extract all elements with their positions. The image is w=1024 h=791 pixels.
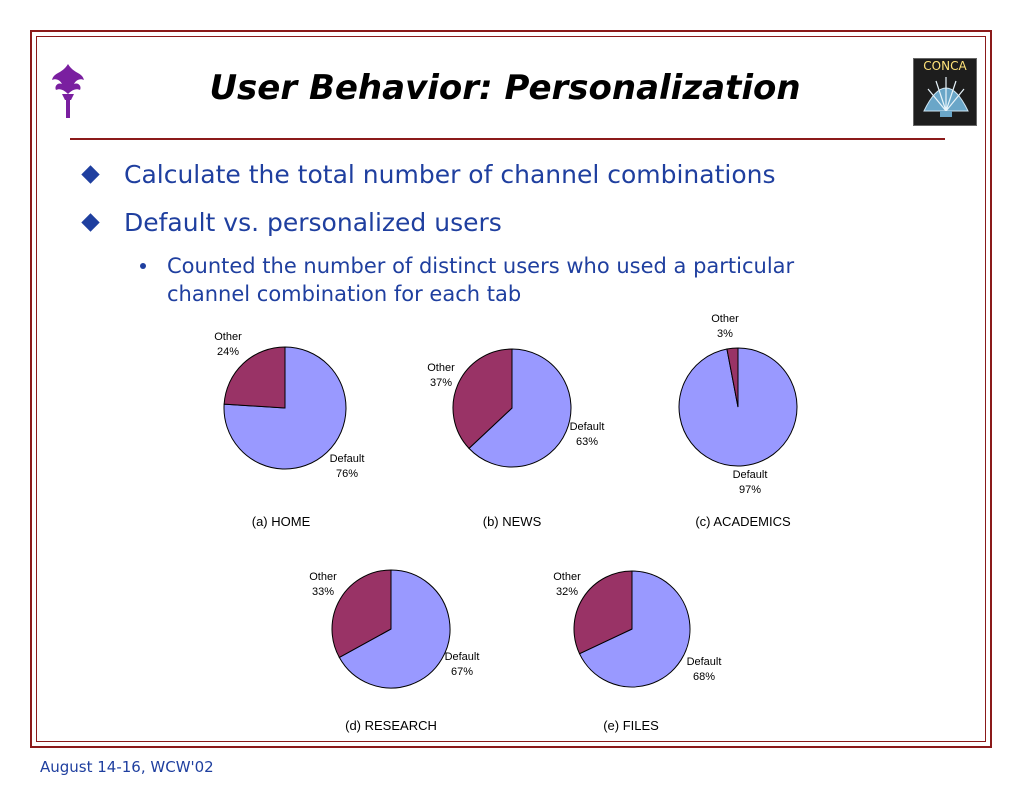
pie-slice-default: [578, 570, 691, 688]
pie-slice-other: [726, 347, 739, 408]
slide-title: User Behavior: Personalization: [209, 68, 801, 108]
pie-chart: Default 76% Other 24% (a) HOME: [214, 331, 364, 529]
slice-label: Other: [553, 571, 581, 583]
slice-percent: 97%: [739, 484, 761, 496]
slide-frame-outer: [30, 30, 992, 748]
slice-label: Default: [687, 656, 722, 668]
torch-logo-icon: [46, 60, 90, 120]
pie-slice-default: [468, 348, 572, 468]
pie-chart: Default 97% Other 3% (c) ACADEMICS: [678, 313, 798, 529]
chart-caption: (b) NEWS: [483, 514, 542, 529]
slice-percent: 24%: [217, 346, 239, 358]
footer-text: August 14-16, WCW'02: [40, 758, 214, 776]
pie-slice-other: [223, 346, 286, 409]
dot-bullet-icon: [140, 263, 146, 269]
pie-chart: Default 63% Other 37% (b) NEWS: [427, 348, 605, 529]
shell-icon: [923, 77, 969, 117]
slice-label: Other: [309, 571, 337, 583]
chart-caption: (d) RESEARCH: [345, 718, 437, 733]
slice-percent: 33%: [312, 586, 334, 598]
slice-label: Other: [427, 362, 455, 374]
chart-caption: (e) FILES: [603, 718, 659, 733]
sub-bullet-line: Counted the number of distinct users who…: [167, 254, 795, 278]
slice-label: Default: [733, 469, 768, 481]
pie-chart: Default 67% Other 33% (d) RESEARCH: [309, 569, 480, 733]
slice-label: Default: [570, 421, 605, 433]
slice-percent: 32%: [556, 586, 578, 598]
pie-slice-default: [338, 569, 451, 689]
pie-slice-other: [452, 348, 513, 450]
slice-percent: 37%: [430, 377, 452, 389]
bullet-text: Default vs. personalized users: [124, 208, 502, 237]
slice-percent: 68%: [693, 671, 715, 683]
slice-label: Other: [711, 313, 739, 325]
chart-caption: (c) ACADEMICS: [695, 514, 791, 529]
pie-slice-other: [573, 570, 633, 655]
title-divider: [70, 138, 945, 140]
pie-chart: Default 68% Other 32% (e) FILES: [553, 570, 722, 733]
slice-label: Default: [330, 453, 365, 465]
conca-logo-text: CONCA: [923, 59, 967, 73]
chart-caption: (a) HOME: [252, 514, 311, 529]
slice-label: Other: [214, 331, 242, 343]
pie-slice-other: [331, 569, 392, 659]
conca-logo: CONCA: [913, 58, 977, 126]
slide-frame-inner: [36, 36, 986, 742]
slice-percent: 3%: [717, 328, 733, 340]
slice-percent: 67%: [451, 666, 473, 678]
slice-percent: 76%: [336, 468, 358, 480]
slice-label: Default: [445, 651, 480, 663]
sub-bullet-line: channel combination for each tab: [167, 282, 522, 306]
bullet-text: Calculate the total number of channel co…: [124, 160, 776, 189]
slice-percent: 63%: [576, 436, 598, 448]
